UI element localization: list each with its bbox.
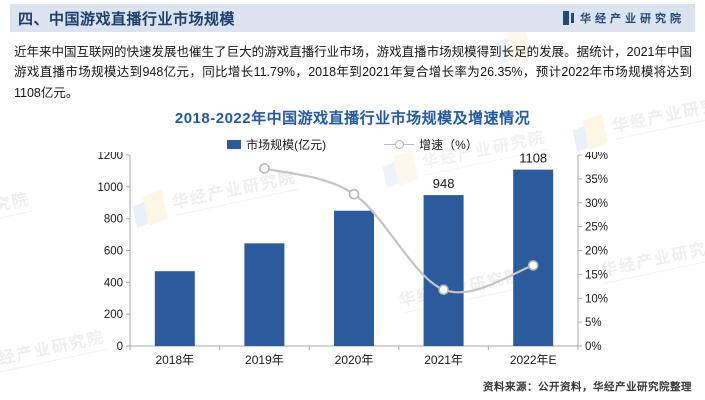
chart-canvas: 0 200 400 600 800 1000 1200 0% 5% 10% 15% 20% 25% 30%…: [97, 150, 608, 367]
brand-mark-icon: [563, 11, 574, 25]
legend-line-marker-icon: [384, 139, 415, 149]
right-axis-tick-label: 20%: [585, 246, 608, 258]
chart-legend: 市场规模(亿元) 增速（%）: [0, 136, 705, 152]
growth-line-marker: [438, 284, 449, 296]
left-axis-tick-label: 0: [117, 341, 123, 353]
legend-bar-swatch-icon: [227, 139, 242, 149]
left-axis-tick-label: 400: [104, 277, 123, 289]
x-axis-category-label: 2021年: [424, 353, 463, 367]
bar-2021年: [423, 195, 464, 346]
right-axis-tick-label: 5%: [585, 317, 602, 329]
growth-line: [264, 167, 534, 294]
bar-data-label: 948: [433, 176, 455, 191]
chart-title: 2018-2022年中国游戏直播行业市场规模及增速情况: [174, 110, 531, 127]
right-axis-tick-label: 35%: [585, 174, 608, 186]
source-note: 资料来源：公开资料，华经产业研究院整理: [483, 381, 692, 393]
x-axis-category-label: 2019年: [245, 353, 284, 367]
right-axis-tick-label: 30%: [585, 198, 608, 210]
bar-2018年: [154, 271, 195, 346]
growth-line-marker: [259, 163, 270, 174]
growth-line-marker: [527, 260, 539, 271]
brand-logo: 华经产业研究院: [563, 10, 695, 26]
legend-item-growth: 增速（%）: [384, 136, 478, 153]
legend-label: 增速（%）: [419, 137, 478, 152]
left-axis-tick-label: 1000: [97, 182, 123, 194]
x-axis-category-label: 2020年: [335, 353, 374, 367]
x-axis-category-label: 2018年: [155, 353, 194, 367]
legend-item-market-size: 市场规模(亿元): [227, 136, 326, 153]
left-axis-tick-label: 800: [104, 214, 123, 226]
right-axis-tick-label: 25%: [585, 222, 608, 234]
bar-2019年: [244, 243, 285, 346]
bar-2020年: [334, 210, 374, 346]
right-axis-tick-label: 15%: [585, 269, 608, 281]
header-bar: 四、中国游戏直播行业市场规模 华经产业研究院: [10, 4, 695, 32]
bar-data-label: 1108: [519, 152, 547, 166]
intro-paragraph: 近年来中国互联网的快速发展也催生了巨大的游戏直播行业市场，游戏直播市场规模得到长…: [14, 45, 692, 100]
left-axis-tick-label: 200: [104, 309, 123, 321]
left-axis-tick-label: 1200: [97, 152, 123, 162]
legend-label: 市场规模(亿元): [246, 137, 327, 152]
bar-2022年E: [513, 169, 554, 346]
chart-area: 0 200 400 600 800 1000 1200 0% 5% 10% 15% 20% 25% 30%…: [0, 150, 705, 374]
left-axis-tick-label: 600: [104, 246, 123, 258]
growth-line-marker: [348, 188, 360, 200]
right-axis-tick-label: 40%: [585, 152, 608, 162]
right-axis-tick-label: 0%: [585, 341, 602, 353]
brand-name: 华经产业研究院: [580, 13, 685, 25]
right-axis-tick-label: 10%: [585, 293, 608, 305]
page-title: 四、中国游戏直播行业市场规模: [18, 10, 236, 28]
x-axis-category-label: 2022年E: [510, 353, 557, 367]
